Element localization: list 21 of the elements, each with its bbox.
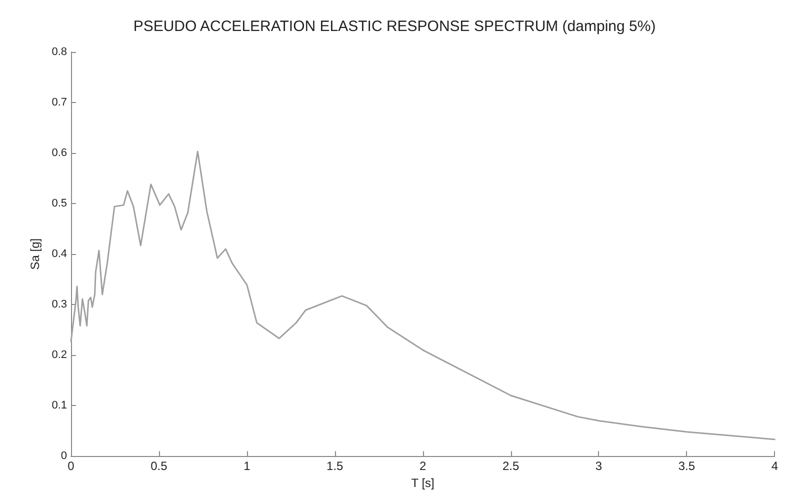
y-tick-label: 0.5 bbox=[52, 198, 67, 210]
x-tick-label: 4 bbox=[771, 459, 778, 474]
x-tick-label: 1 bbox=[244, 459, 251, 474]
x-tick-label: 2.5 bbox=[502, 459, 520, 474]
y-tick-label: 0.6 bbox=[52, 147, 67, 160]
chart-title: PSEUDO ACCELERATION ELASTIC RESPONSE SPECTRUM (damping 5%) bbox=[133, 18, 656, 35]
x-tick-label: 2 bbox=[419, 459, 426, 474]
y-tick-label: 0.2 bbox=[52, 349, 67, 362]
x-tick-label: 0.5 bbox=[150, 459, 168, 474]
y-tick-label: 0.7 bbox=[52, 96, 67, 109]
y-tick-label: 0 bbox=[60, 450, 67, 462]
x-tick-label: 1.5 bbox=[326, 459, 344, 474]
x-tick-label: 3 bbox=[595, 459, 602, 474]
y-axis-title: Sa [g] bbox=[28, 238, 42, 270]
x-tick-label: 3.5 bbox=[678, 459, 696, 474]
y-tick-label: 0.4 bbox=[52, 248, 67, 260]
y-tick-label: 0.1 bbox=[52, 400, 67, 412]
line-series bbox=[70, 150, 776, 440]
x-axis-title: T [s] bbox=[411, 476, 434, 490]
y-tick-label: 0.8 bbox=[52, 46, 67, 58]
y-tick-label: 0.3 bbox=[52, 298, 67, 311]
